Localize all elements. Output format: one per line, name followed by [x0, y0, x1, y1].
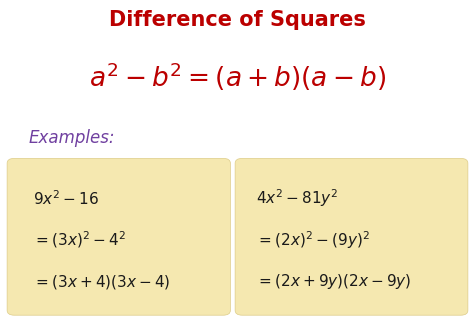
FancyBboxPatch shape: [7, 158, 230, 315]
Text: $=(2x+9y)(2x-9y)$: $=(2x+9y)(2x-9y)$: [256, 272, 412, 291]
Text: Examples:: Examples:: [28, 129, 115, 147]
Text: $=(3x)^{2}-4^{2}$: $=(3x)^{2}-4^{2}$: [33, 230, 126, 250]
Text: $9x^{2}-16$: $9x^{2}-16$: [33, 189, 99, 208]
Text: $=(2x)^{2}-(9y)^{2}$: $=(2x)^{2}-(9y)^{2}$: [256, 229, 370, 251]
FancyBboxPatch shape: [235, 158, 468, 315]
Text: Difference of Squares: Difference of Squares: [109, 10, 366, 30]
Text: $a^{2}-b^{2}=(a+b)(a-b)$: $a^{2}-b^{2}=(a+b)(a-b)$: [89, 60, 386, 93]
Text: $=(3x+4)(3x-4)$: $=(3x+4)(3x-4)$: [33, 273, 171, 291]
Text: $4x^{2}-81y^{2}$: $4x^{2}-81y^{2}$: [256, 188, 339, 209]
